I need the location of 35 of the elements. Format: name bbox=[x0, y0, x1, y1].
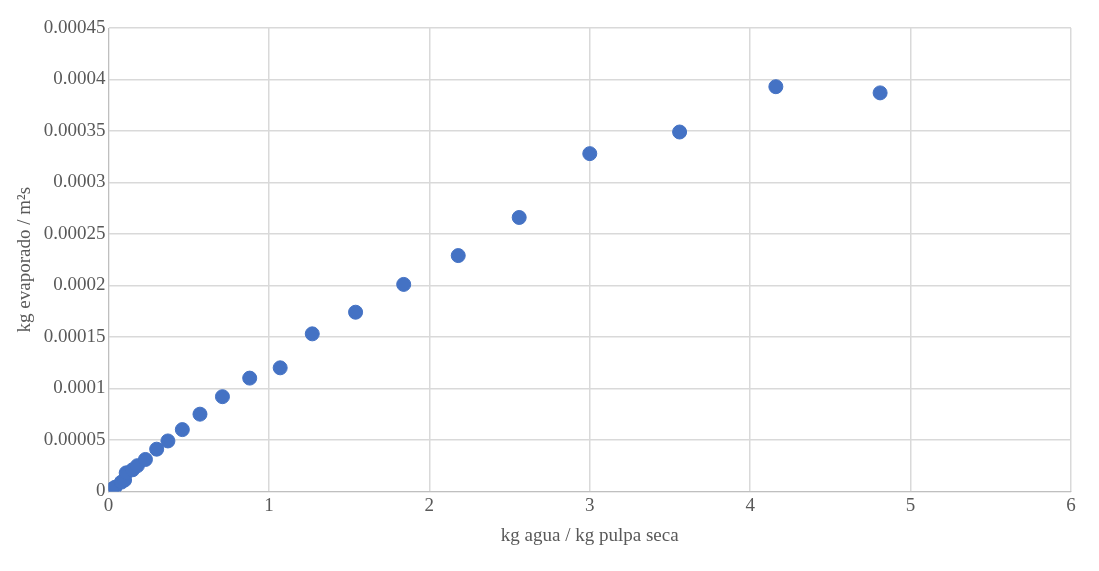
x-tick-label: 1 bbox=[264, 493, 274, 515]
point bbox=[450, 248, 466, 264]
y-tick-label: 0.00025 bbox=[43, 221, 106, 243]
point bbox=[396, 276, 412, 292]
y-tick-label: 0.00045 bbox=[43, 15, 106, 37]
y-tick-label: 0.0003 bbox=[53, 170, 106, 192]
point bbox=[672, 124, 688, 140]
x-axis-title: kg agua / kg pulpa seca bbox=[500, 523, 680, 545]
point bbox=[192, 406, 208, 422]
point bbox=[872, 85, 888, 101]
point bbox=[582, 146, 598, 162]
y-tick-label: 0.00035 bbox=[43, 118, 106, 140]
point bbox=[149, 441, 165, 457]
y-tick-label: 0.0004 bbox=[53, 67, 107, 89]
point bbox=[304, 326, 320, 342]
point bbox=[242, 370, 258, 386]
x-tick-label: 6 bbox=[1066, 493, 1076, 515]
point bbox=[511, 209, 527, 225]
point bbox=[348, 304, 364, 320]
point bbox=[160, 433, 176, 449]
point bbox=[768, 79, 784, 95]
y-tick-label: 0.00005 bbox=[43, 427, 106, 449]
x-tick-label: 2 bbox=[424, 493, 435, 515]
x-tick-label: 3 bbox=[585, 493, 595, 515]
y-tick-label: 0.0001 bbox=[53, 376, 106, 398]
y-tick-label: 0.0002 bbox=[53, 273, 106, 295]
y-tick-label: 0 bbox=[96, 479, 106, 501]
y-axis-title: kg evaporado / m²s bbox=[13, 186, 35, 333]
point bbox=[137, 451, 153, 467]
x-tick-label: 5 bbox=[905, 493, 916, 515]
point bbox=[174, 422, 190, 438]
y-tick-label: 0.00015 bbox=[43, 324, 106, 346]
point bbox=[214, 389, 230, 405]
point bbox=[272, 360, 288, 376]
x-tick-label: 4 bbox=[745, 493, 756, 515]
